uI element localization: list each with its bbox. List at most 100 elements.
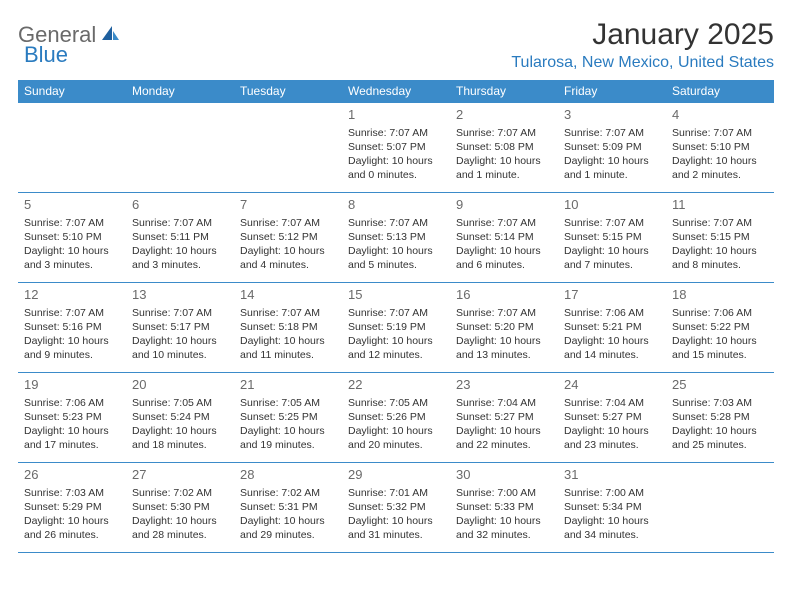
day-info-line: Sunrise: 7:04 AM bbox=[456, 396, 552, 410]
day-info-line: Sunrise: 7:07 AM bbox=[348, 306, 444, 320]
day-info-line: and 11 minutes. bbox=[240, 348, 336, 362]
day-info-line: Daylight: 10 hours bbox=[672, 244, 768, 258]
calendar-day-cell: 10Sunrise: 7:07 AMSunset: 5:15 PMDayligh… bbox=[558, 193, 666, 283]
calendar-day-cell bbox=[666, 463, 774, 553]
day-info-line: and 9 minutes. bbox=[24, 348, 120, 362]
day-info-line: Sunset: 5:16 PM bbox=[24, 320, 120, 334]
day-info-line: Sunrise: 7:06 AM bbox=[24, 396, 120, 410]
calendar-day-cell bbox=[126, 103, 234, 193]
day-info-line: and 15 minutes. bbox=[672, 348, 768, 362]
day-info-line: Sunrise: 7:07 AM bbox=[456, 306, 552, 320]
weekday-header: Friday bbox=[558, 80, 666, 103]
calendar-day-cell: 12Sunrise: 7:07 AMSunset: 5:16 PMDayligh… bbox=[18, 283, 126, 373]
day-info-line: Sunrise: 7:06 AM bbox=[564, 306, 660, 320]
day-info-line: Daylight: 10 hours bbox=[132, 334, 228, 348]
day-info-line: Daylight: 10 hours bbox=[564, 154, 660, 168]
day-info-line: and 17 minutes. bbox=[24, 438, 120, 452]
day-info-line: and 26 minutes. bbox=[24, 528, 120, 542]
day-info-line: Daylight: 10 hours bbox=[132, 424, 228, 438]
day-info-line: and 23 minutes. bbox=[564, 438, 660, 452]
day-info-line: Sunrise: 7:07 AM bbox=[348, 216, 444, 230]
logo-text-blue-wrap: Blue bbox=[24, 42, 68, 68]
calendar-day-cell: 29Sunrise: 7:01 AMSunset: 5:32 PMDayligh… bbox=[342, 463, 450, 553]
calendar-day-cell: 28Sunrise: 7:02 AMSunset: 5:31 PMDayligh… bbox=[234, 463, 342, 553]
day-info-line: Sunset: 5:10 PM bbox=[672, 140, 768, 154]
day-info-line: Daylight: 10 hours bbox=[564, 334, 660, 348]
day-info-line: Sunrise: 7:05 AM bbox=[348, 396, 444, 410]
calendar-day-cell bbox=[234, 103, 342, 193]
month-title: January 2025 bbox=[511, 18, 774, 52]
day-info-line: Daylight: 10 hours bbox=[348, 244, 444, 258]
day-info-line: Sunset: 5:14 PM bbox=[456, 230, 552, 244]
day-info-line: and 31 minutes. bbox=[348, 528, 444, 542]
day-info-line: and 28 minutes. bbox=[132, 528, 228, 542]
calendar-day-cell: 23Sunrise: 7:04 AMSunset: 5:27 PMDayligh… bbox=[450, 373, 558, 463]
calendar-day-cell: 21Sunrise: 7:05 AMSunset: 5:25 PMDayligh… bbox=[234, 373, 342, 463]
day-info-line: Sunset: 5:29 PM bbox=[24, 500, 120, 514]
day-info-line: Daylight: 10 hours bbox=[348, 154, 444, 168]
day-info-line: Sunrise: 7:07 AM bbox=[348, 126, 444, 140]
day-info-line: Daylight: 10 hours bbox=[564, 424, 660, 438]
day-info-line: Daylight: 10 hours bbox=[348, 514, 444, 528]
calendar-day-cell: 22Sunrise: 7:05 AMSunset: 5:26 PMDayligh… bbox=[342, 373, 450, 463]
day-info-line: Daylight: 10 hours bbox=[132, 244, 228, 258]
calendar-day-cell: 25Sunrise: 7:03 AMSunset: 5:28 PMDayligh… bbox=[666, 373, 774, 463]
day-info-line: Sunset: 5:09 PM bbox=[564, 140, 660, 154]
day-number: 16 bbox=[456, 286, 552, 304]
day-info-line: and 5 minutes. bbox=[348, 258, 444, 272]
day-info-line: and 10 minutes. bbox=[132, 348, 228, 362]
day-info-line: Sunrise: 7:07 AM bbox=[456, 216, 552, 230]
day-info-line: and 22 minutes. bbox=[456, 438, 552, 452]
day-info-line: Sunset: 5:33 PM bbox=[456, 500, 552, 514]
day-info-line: and 1 minute. bbox=[456, 168, 552, 182]
calendar-day-cell: 14Sunrise: 7:07 AMSunset: 5:18 PMDayligh… bbox=[234, 283, 342, 373]
calendar-day-cell: 8Sunrise: 7:07 AMSunset: 5:13 PMDaylight… bbox=[342, 193, 450, 283]
day-number: 19 bbox=[24, 376, 120, 394]
day-info-line: and 12 minutes. bbox=[348, 348, 444, 362]
day-info-line: Sunset: 5:30 PM bbox=[132, 500, 228, 514]
calendar-week-row: 5Sunrise: 7:07 AMSunset: 5:10 PMDaylight… bbox=[18, 193, 774, 283]
day-info-line: Daylight: 10 hours bbox=[564, 244, 660, 258]
weekday-header: Sunday bbox=[18, 80, 126, 103]
calendar-week-row: 12Sunrise: 7:07 AMSunset: 5:16 PMDayligh… bbox=[18, 283, 774, 373]
day-info-line: Daylight: 10 hours bbox=[672, 424, 768, 438]
day-number: 5 bbox=[24, 196, 120, 214]
calendar-day-cell: 2Sunrise: 7:07 AMSunset: 5:08 PMDaylight… bbox=[450, 103, 558, 193]
day-number: 31 bbox=[564, 466, 660, 484]
day-info-line: and 8 minutes. bbox=[672, 258, 768, 272]
day-number: 4 bbox=[672, 106, 768, 124]
day-info-line: and 14 minutes. bbox=[564, 348, 660, 362]
day-info-line: Daylight: 10 hours bbox=[24, 244, 120, 258]
day-info-line: Sunset: 5:07 PM bbox=[348, 140, 444, 154]
day-info-line: Daylight: 10 hours bbox=[348, 334, 444, 348]
calendar-day-cell: 26Sunrise: 7:03 AMSunset: 5:29 PMDayligh… bbox=[18, 463, 126, 553]
day-info-line: Sunrise: 7:03 AM bbox=[672, 396, 768, 410]
day-info-line: and 6 minutes. bbox=[456, 258, 552, 272]
weekday-header: Thursday bbox=[450, 80, 558, 103]
day-info-line: and 19 minutes. bbox=[240, 438, 336, 452]
day-info-line: Sunset: 5:27 PM bbox=[564, 410, 660, 424]
day-info-line: Daylight: 10 hours bbox=[456, 154, 552, 168]
weekday-header: Wednesday bbox=[342, 80, 450, 103]
day-info-line: Sunrise: 7:00 AM bbox=[456, 486, 552, 500]
day-info-line: Sunrise: 7:07 AM bbox=[456, 126, 552, 140]
day-number: 30 bbox=[456, 466, 552, 484]
title-block: January 2025 Tularosa, New Mexico, Unite… bbox=[511, 18, 774, 72]
day-info-line: Daylight: 10 hours bbox=[564, 514, 660, 528]
calendar-day-cell: 11Sunrise: 7:07 AMSunset: 5:15 PMDayligh… bbox=[666, 193, 774, 283]
calendar-day-cell: 30Sunrise: 7:00 AMSunset: 5:33 PMDayligh… bbox=[450, 463, 558, 553]
day-info-line: Daylight: 10 hours bbox=[456, 244, 552, 258]
day-info-line: Daylight: 10 hours bbox=[24, 514, 120, 528]
calendar-day-cell: 19Sunrise: 7:06 AMSunset: 5:23 PMDayligh… bbox=[18, 373, 126, 463]
day-info-line: Sunrise: 7:03 AM bbox=[24, 486, 120, 500]
day-info-line: and 7 minutes. bbox=[564, 258, 660, 272]
day-number: 7 bbox=[240, 196, 336, 214]
day-info-line: Sunrise: 7:07 AM bbox=[24, 216, 120, 230]
day-info-line: Daylight: 10 hours bbox=[132, 514, 228, 528]
day-number: 22 bbox=[348, 376, 444, 394]
day-info-line: Sunrise: 7:02 AM bbox=[132, 486, 228, 500]
day-info-line: Sunset: 5:26 PM bbox=[348, 410, 444, 424]
day-info-line: Sunset: 5:24 PM bbox=[132, 410, 228, 424]
day-number: 28 bbox=[240, 466, 336, 484]
sail-icon bbox=[100, 24, 120, 47]
